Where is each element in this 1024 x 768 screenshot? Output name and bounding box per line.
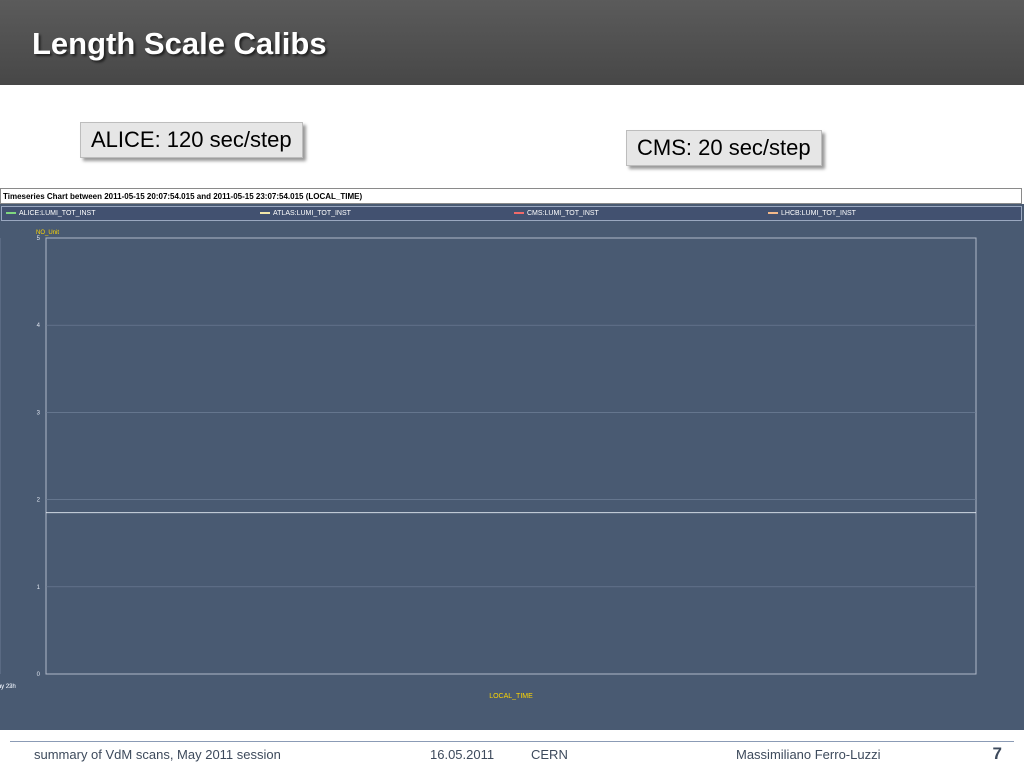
y-tick-label: 1	[37, 585, 41, 591]
x-axis-label: LOCAL_TIME	[489, 693, 533, 700]
y-tick-label: 3	[37, 410, 41, 416]
x-tick-labels: 15-May 22h15-May 23h	[0, 684, 16, 690]
chart-panel	[0, 204, 1024, 730]
x-tick-label: 15-May 23h	[0, 684, 16, 690]
y-tick-labels: 0 1 2 3 4 5	[37, 236, 41, 678]
y-tick-label: 2	[37, 498, 41, 504]
legend-label-atlas: ATLAS:LUMI_TOT_INST	[273, 210, 351, 217]
plot-frame	[45, 237, 977, 675]
grid-lines	[0, 238, 976, 674]
y-axis-label: NO_Unit	[36, 230, 59, 236]
footer-divider	[10, 741, 1014, 742]
legend-item-lhcb: LHCB:LUMI_TOT_INST	[768, 207, 856, 220]
cms-callout: CMS: 20 sec/step	[626, 130, 822, 166]
page-number: 7	[992, 744, 1002, 763]
footer-summary: summary of VdM scans, May 2011 session	[34, 747, 281, 762]
footer-author: Massimiliano Ferro-Luzzi	[736, 747, 881, 762]
legend-swatch-cms	[514, 212, 524, 215]
title-bar: Length Scale Calibs	[0, 0, 1024, 85]
y-tick-label: 4	[37, 323, 41, 329]
legend-item-cms: CMS:LUMI_TOT_INST	[514, 207, 599, 220]
footer-org: CERN	[531, 747, 568, 762]
legend-item-alice: ALICE:LUMI_TOT_INST	[6, 207, 96, 220]
y-tick-label: 5	[37, 236, 41, 242]
legend-swatch-atlas	[260, 212, 270, 215]
chart-title: Timeseries Chart between 2011-05-15 20:0…	[0, 188, 1022, 204]
timeseries-plot: NO_Unit LOCAL_TIME 0 1 2 3 4 5 15-May 22h15-M…	[0, 230, 977, 700]
legend-swatch-alice	[6, 212, 16, 215]
alice-callout: ALICE: 120 sec/step	[80, 122, 303, 158]
chart-legend: ALICE:LUMI_TOT_INST ATLAS:LUMI_TOT_INST …	[1, 206, 1022, 221]
footer-date: 16.05.2011	[430, 747, 495, 762]
x-tick-label: 15-May 22h	[0, 684, 16, 690]
legend-label-alice: ALICE:LUMI_TOT_INST	[19, 210, 96, 217]
legend-label-cms: CMS:LUMI_TOT_INST	[527, 210, 599, 217]
legend-label-lhcb: LHCB:LUMI_TOT_INST	[781, 210, 856, 217]
legend-item-atlas: ATLAS:LUMI_TOT_INST	[260, 207, 351, 220]
y-tick-label: 0	[37, 672, 41, 678]
legend-swatch-lhcb	[768, 212, 778, 215]
slide-title: Length Scale Calibs	[32, 26, 327, 61]
